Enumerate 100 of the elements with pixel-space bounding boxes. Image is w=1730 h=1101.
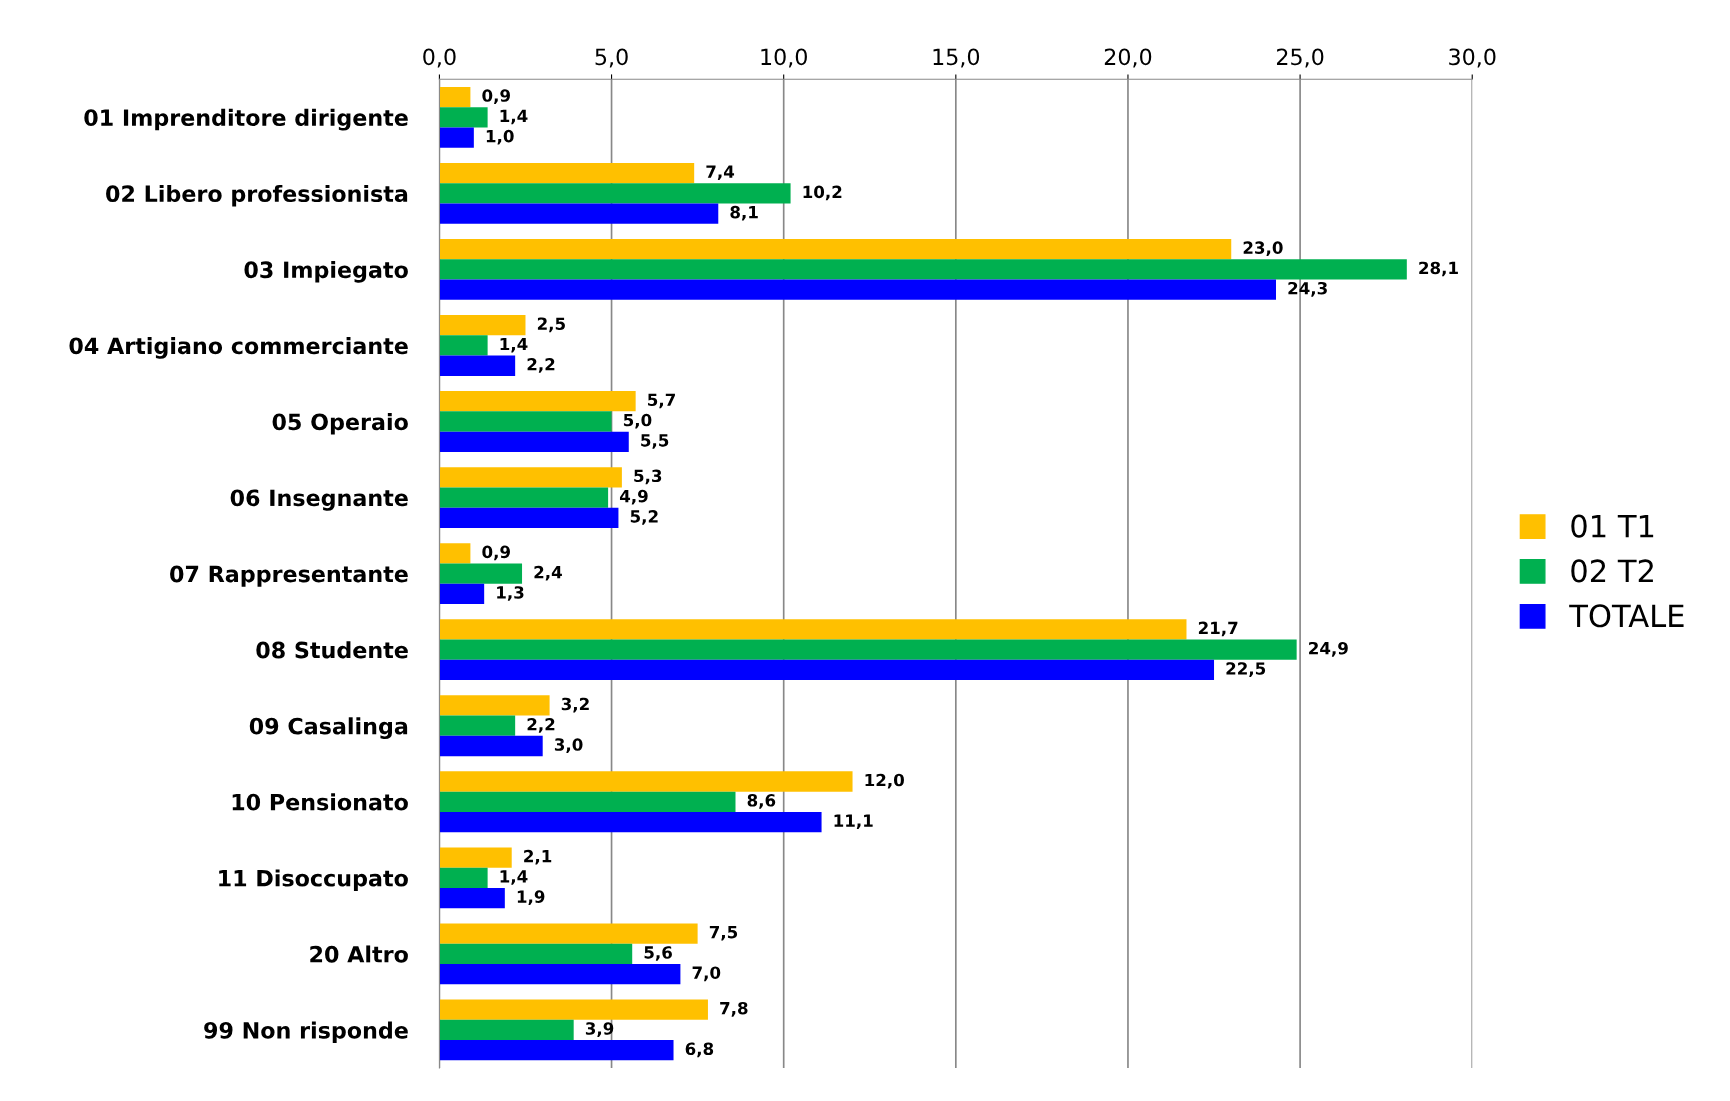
data-label: 1,4 [500,337,528,353]
legend-label: 01 T1 [1571,514,1654,538]
data-label: 0,9 [482,545,510,561]
legend-label: 02 T2 [1571,559,1653,583]
bar [439,127,474,148]
y-tick-label: 08 Studente [256,641,408,659]
x-tick-label: 15,0 [933,48,980,68]
data-label: 2,2 [527,717,555,733]
data-label: 8,1 [730,205,758,221]
data-label: 24,3 [1288,281,1327,297]
data-label: 6,8 [685,1042,714,1058]
y-tick-label: 06 Insegnante [230,489,408,511]
bar [439,162,695,184]
bar [439,563,523,584]
bar [439,1040,674,1061]
bar [439,355,516,376]
bar [439,887,505,909]
data-label: 28,1 [1419,261,1458,277]
y-tick-label: 10 Pensionato [232,793,408,811]
bar [439,943,633,965]
data-label: 2,4 [534,565,562,581]
bar [439,1019,574,1041]
bar [439,259,1407,280]
y-tick-label: 20 Altro [310,945,408,963]
data-label: 7,0 [692,966,721,982]
x-tick-label: 30,0 [1449,48,1496,68]
data-label: 11,1 [834,814,873,830]
bar [439,811,822,833]
data-label: 1,3 [497,586,524,601]
data-label: 4,9 [619,489,648,505]
data-label: 3,2 [561,697,589,713]
y-tick-label: 01 Imprenditore dirigente [84,108,408,131]
x-tick-label: 5,0 [595,48,628,68]
data-label: 1,0 [486,129,514,145]
y-tick-label: 03 Impiegato [244,260,408,283]
x-tick-label: 0,0 [423,48,456,68]
data-label: 3,9 [585,1022,614,1037]
x-tick-label: 10,0 [761,48,807,68]
data-label: 23,0 [1243,241,1283,257]
bar [439,86,471,108]
bar [439,639,1297,660]
data-label: 2,1 [524,849,552,865]
bar [439,203,719,224]
data-label: 7,8 [720,1001,748,1017]
bar [439,735,543,757]
data-label: 2,5 [537,317,565,333]
bar [439,107,488,128]
data-label: 5,0 [623,413,652,429]
bar [439,583,485,605]
y-tick-label: 09 Casalinga [249,717,408,739]
data-label: 2,2 [527,357,555,373]
bar [439,847,512,868]
bar [439,771,853,792]
bar [439,431,629,452]
bar [439,791,736,812]
data-label: 5,3 [634,469,662,485]
data-label: 5,5 [641,434,669,449]
bar [439,335,488,356]
data-label: 0,9 [482,89,510,104]
bar [439,507,619,528]
data-label: 1,4 [500,870,528,885]
y-tick-label: 11 Disoccupato [219,869,408,891]
data-label: 5,2 [630,510,658,525]
bar [439,619,1187,640]
data-label: 8,6 [747,794,776,809]
bar [439,659,1215,681]
bar [439,279,1276,300]
data-label: 5,6 [644,946,672,961]
bar [439,315,526,336]
data-label: 7,5 [709,926,738,941]
data-label: 21,7 [1198,621,1238,637]
y-tick-label: 02 Libero professionista [106,184,408,207]
y-tick-label: 05 Operaio [272,413,408,435]
bar [439,467,622,488]
bar [439,695,550,716]
bar [439,238,1232,260]
data-label: 1,9 [517,890,545,906]
data-label: 7,4 [706,165,735,181]
bar [439,487,609,508]
y-tick-label: 07 Rappresentante [170,565,408,587]
legend-label: TOTALE [1569,604,1684,628]
x-tick-label: 25,0 [1276,48,1324,68]
bar [439,411,612,432]
y-tick-label: 99 Non risponde [204,1021,408,1044]
bar [439,715,516,736]
bar [439,867,488,888]
bar [439,999,708,1020]
x-tick-label: 20,0 [1104,48,1152,68]
data-label: 22,5 [1226,662,1266,677]
bar [439,923,698,944]
data-label: 10,2 [803,185,842,201]
y-tick-label: 04 Artigiano commerciante [69,337,408,359]
data-label: 24,9 [1309,641,1348,657]
data-label: 1,4 [500,109,528,125]
bar [439,391,636,412]
bar [439,543,471,564]
bar [439,964,681,985]
data-label: 5,7 [648,393,675,409]
bar [439,183,791,204]
data-label: 3,0 [554,738,583,753]
